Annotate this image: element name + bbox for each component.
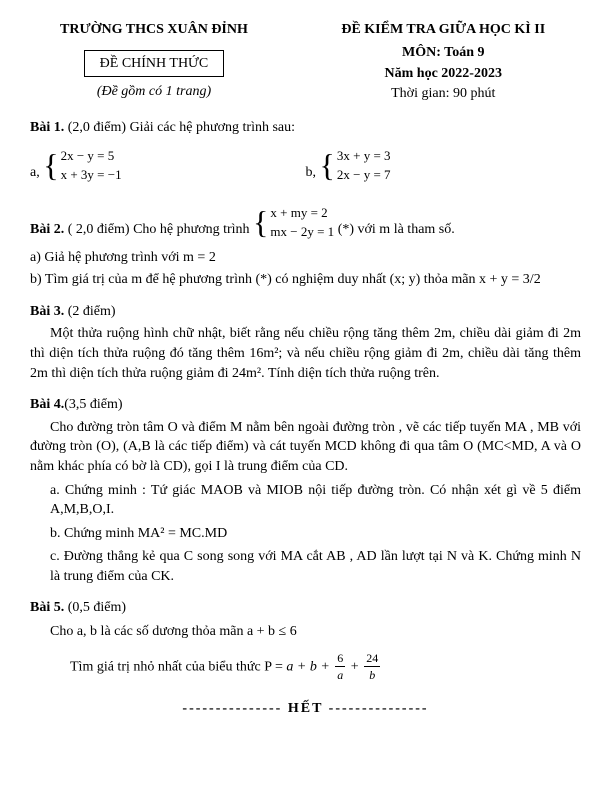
bai1-points: (2,0 điểm) bbox=[68, 120, 126, 135]
document-header: TRƯỜNG THCS XUÂN ĐỈNH ĐỀ CHÍNH THỨC (Đề … bbox=[30, 20, 581, 103]
bai2-points: ( 2,0 điểm) bbox=[68, 222, 130, 237]
brace-icon: { bbox=[320, 143, 335, 188]
bai2-prompt: Cho hệ phương trình bbox=[133, 222, 249, 237]
a-label: a, bbox=[30, 165, 40, 180]
bai3-points: (2 điểm) bbox=[68, 304, 116, 319]
b-eq1: 3x + y = 3 bbox=[337, 146, 391, 166]
page-count: (Đề gồm có 1 trang) bbox=[30, 82, 278, 102]
frac1-num: 6 bbox=[335, 650, 345, 668]
bai3-title: Bài 3. bbox=[30, 304, 64, 319]
a-eq2: x + 3y = −1 bbox=[61, 165, 122, 185]
bai-4: Bài 4.(3,5 điểm) Cho đường tròn tâm O và… bbox=[30, 395, 581, 586]
bai4-title: Bài 4. bbox=[30, 397, 64, 412]
end-marker: --------------- HẾT --------------- bbox=[30, 699, 581, 719]
system-b: b, { 3x + y = 3 2x − y = 7 bbox=[306, 143, 582, 188]
frac2-den: b bbox=[364, 667, 380, 684]
frac1-den: a bbox=[335, 667, 345, 684]
school-year: Năm học 2022-2023 bbox=[306, 64, 582, 84]
bai5-expr: a + b + bbox=[286, 659, 329, 674]
bai2-title: Bài 2. bbox=[30, 222, 64, 237]
bai2-suffix: (*) với m là tham số. bbox=[338, 222, 455, 237]
bai1-title: Bài 1. bbox=[30, 120, 64, 135]
systems-row: a, { 2x − y = 5 x + 3y = −1 b, { 3x + y … bbox=[30, 143, 581, 188]
exam-time: Thời gian: 90 phút bbox=[306, 84, 582, 104]
fraction-2: 24 b bbox=[364, 650, 380, 685]
b-eq2: 2x − y = 7 bbox=[337, 165, 391, 185]
bai4-a: a. Chứng minh : Tứ giác MAOB và MIOB nội… bbox=[50, 481, 581, 520]
fraction-1: 6 a bbox=[335, 650, 345, 685]
bai-1: Bài 1. (2,0 điểm) Giải các hệ phương trì… bbox=[30, 118, 581, 187]
plus-sign: + bbox=[351, 659, 359, 674]
bai2-b: b) Tìm giá trị của m để hệ phương trình … bbox=[30, 270, 581, 290]
system-a: a, { 2x − y = 5 x + 3y = −1 bbox=[30, 143, 306, 188]
brace-icon: { bbox=[253, 200, 268, 245]
b-label: b, bbox=[306, 165, 317, 180]
right-header: ĐỀ KIỂM TRA GIỮA HỌC KÌ II MÔN: Toán 9 N… bbox=[306, 20, 582, 103]
bai2-eq2: mx − 2y = 1 bbox=[270, 222, 334, 242]
bai5-points: (0,5 điểm) bbox=[68, 600, 126, 615]
bai1-prompt: Giải các hệ phương trình sau: bbox=[130, 120, 295, 135]
bai5-formula: Tìm giá trị nhỏ nhất của biểu thức P = a… bbox=[70, 650, 581, 685]
brace-icon: { bbox=[43, 143, 58, 188]
official-box: ĐỀ CHÍNH THỨC bbox=[84, 50, 225, 78]
school-name: TRƯỜNG THCS XUÂN ĐỈNH bbox=[30, 20, 278, 40]
bai-2: Bài 2. ( 2,0 điểm) Cho hệ phương trình {… bbox=[30, 200, 581, 290]
subject: MÔN: Toán 9 bbox=[306, 43, 582, 63]
frac2-num: 24 bbox=[364, 650, 380, 668]
a-eq1: 2x − y = 5 bbox=[61, 146, 122, 166]
exam-title: ĐỀ KIỂM TRA GIỮA HỌC KÌ II bbox=[306, 20, 582, 40]
bai-5: Bài 5. (0,5 điểm) Cho a, b là các số dươ… bbox=[30, 598, 581, 684]
bai-3: Bài 3. (2 điểm) Một thửa ruộng hình chữ … bbox=[30, 302, 581, 383]
bai5-line1: Cho a, b là các số dương thỏa mãn a + b … bbox=[50, 622, 581, 642]
bai5-prefix: Tìm giá trị nhỏ nhất của biểu thức P = bbox=[70, 659, 286, 674]
left-header: TRƯỜNG THCS XUÂN ĐỈNH ĐỀ CHÍNH THỨC (Đề … bbox=[30, 20, 278, 103]
bai5-title: Bài 5. bbox=[30, 600, 64, 615]
bai4-b: b. Chứng minh MA² = MC.MD bbox=[50, 524, 581, 544]
bai4-points: (3,5 điểm) bbox=[64, 397, 122, 412]
bai4-c: c. Đường thẳng kẻ qua C song song với MA… bbox=[50, 547, 581, 586]
bai3-body: Một thửa ruộng hình chữ nhật, biết rằng … bbox=[30, 324, 581, 383]
bai4-body: Cho đường tròn tâm O và điểm M nằm bên n… bbox=[30, 418, 581, 477]
bai2-eq1: x + my = 2 bbox=[270, 203, 334, 223]
bai2-a: a) Giả hệ phương trình với m = 2 bbox=[30, 248, 581, 268]
